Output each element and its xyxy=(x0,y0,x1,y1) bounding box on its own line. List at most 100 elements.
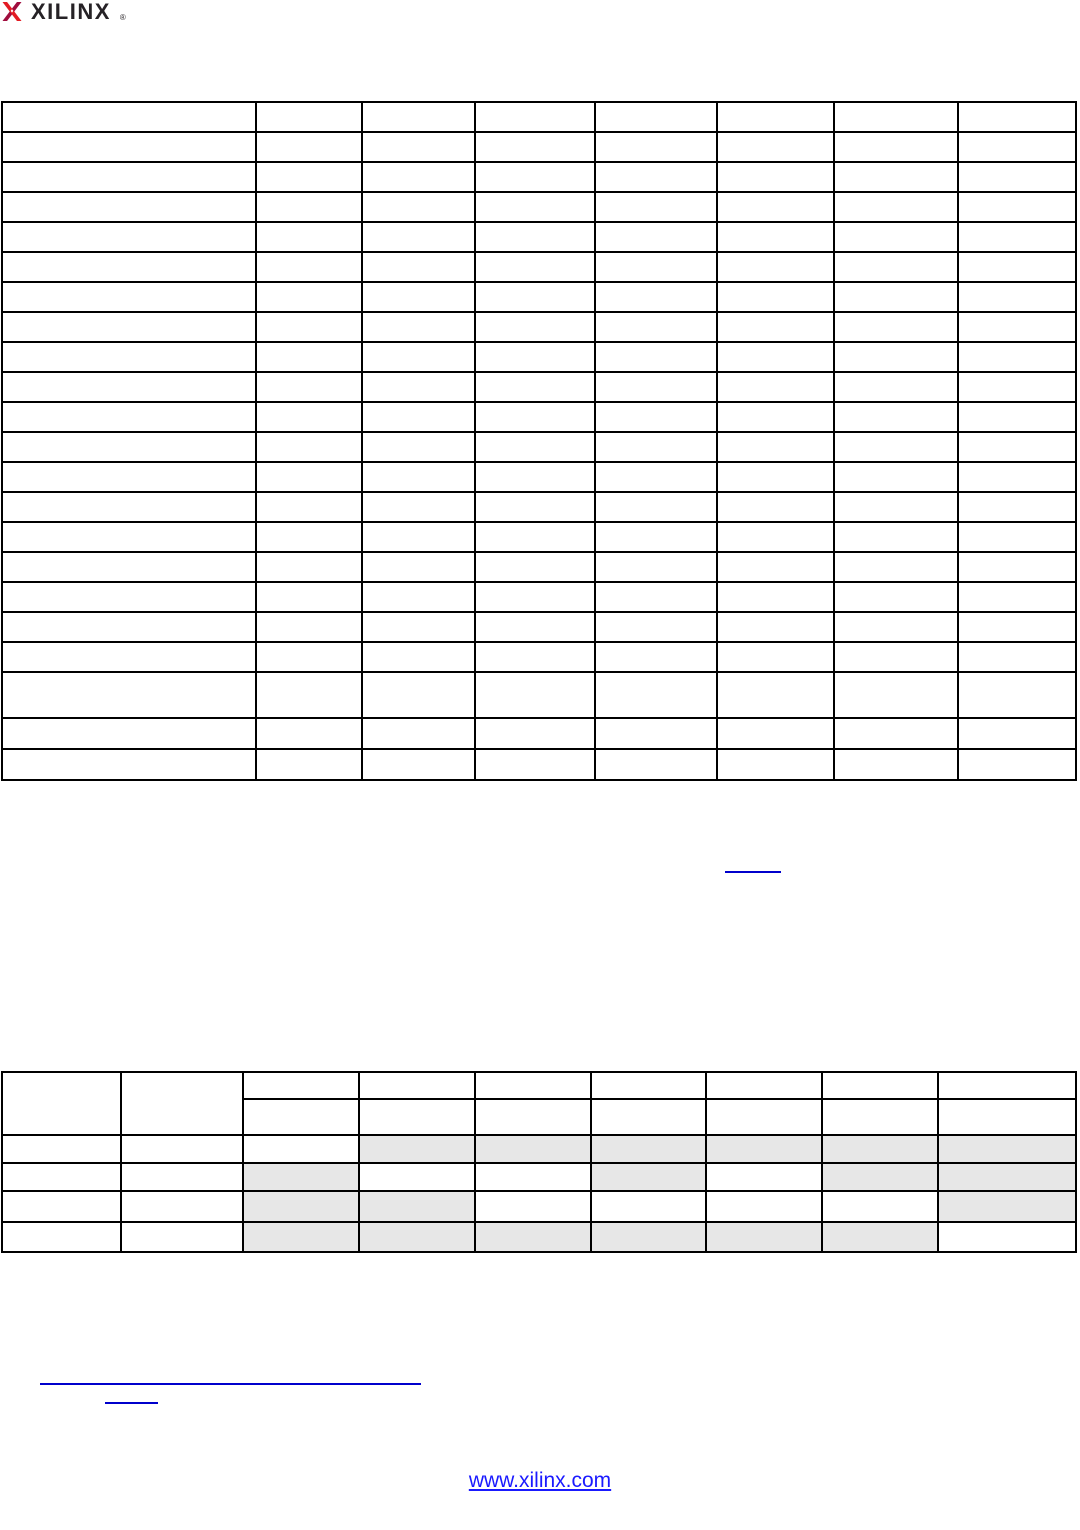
table1-cell xyxy=(474,311,596,343)
table1-cell xyxy=(255,611,363,643)
table1-header-cell xyxy=(1,101,257,133)
table1-cell xyxy=(474,461,596,493)
table1-cell xyxy=(716,748,835,781)
table1-row xyxy=(1,311,1077,343)
table1-cell xyxy=(474,641,596,673)
table1-cell xyxy=(594,311,718,343)
table1-cell xyxy=(833,671,959,719)
table2-cell xyxy=(120,1190,244,1223)
table1-cell xyxy=(957,581,1077,613)
footer-website-link[interactable]: www.xilinx.com xyxy=(468,1469,612,1492)
table1-cell xyxy=(957,281,1077,313)
table2-header-cell xyxy=(705,1071,823,1100)
table1-cell xyxy=(474,251,596,283)
table1-cell xyxy=(1,717,257,750)
table1-cell xyxy=(1,221,257,253)
table2-cell xyxy=(1,1221,122,1253)
table1-cell xyxy=(716,551,835,583)
table1-row xyxy=(1,717,1077,750)
table2-cell xyxy=(937,1190,1077,1223)
table1-cell xyxy=(361,748,476,781)
table2-cell xyxy=(474,1221,592,1253)
table1-cell xyxy=(1,521,257,553)
table1-cell xyxy=(716,671,835,719)
table1-cell xyxy=(1,251,257,283)
table1-cell xyxy=(957,671,1077,719)
table1-cell xyxy=(1,491,257,523)
table1-cell xyxy=(594,748,718,781)
table1-cell xyxy=(474,551,596,583)
table1-cell xyxy=(255,641,363,673)
table2-cell xyxy=(474,1190,592,1223)
table1-header-row xyxy=(1,101,1077,133)
table2-cell xyxy=(242,1190,360,1223)
table2-header-cell xyxy=(242,1071,360,1100)
table1-cell xyxy=(255,521,363,553)
xilinx-logo: XILINX ® xyxy=(2,0,126,24)
table2-header-cell xyxy=(474,1071,592,1100)
table1-cell xyxy=(474,191,596,223)
table1-cell xyxy=(594,581,718,613)
table1-cell xyxy=(361,401,476,433)
table2-cell xyxy=(120,1221,244,1253)
table1-cell xyxy=(474,371,596,403)
table1-cell xyxy=(361,491,476,523)
table2-header-row-2 xyxy=(2,1098,1077,1136)
table1-cell xyxy=(361,131,476,163)
table2-cell xyxy=(821,1221,939,1253)
table1-cell xyxy=(716,581,835,613)
table1-header-cell xyxy=(594,101,718,133)
table1-cell xyxy=(594,551,718,583)
table1-cell xyxy=(474,161,596,193)
table1-cell xyxy=(361,611,476,643)
table1-cell xyxy=(474,581,596,613)
page-footer: www.xilinx.com xyxy=(0,1469,1080,1493)
table1-header-cell xyxy=(716,101,835,133)
table1-cell xyxy=(255,161,363,193)
table1-cell xyxy=(255,671,363,719)
table1-cell xyxy=(255,748,363,781)
table1-cell xyxy=(594,281,718,313)
table2-header-cell xyxy=(821,1071,939,1100)
table1-cell xyxy=(957,221,1077,253)
table1-cell xyxy=(474,341,596,373)
body-inline-link-underline[interactable] xyxy=(725,871,781,873)
table1-cell xyxy=(716,461,835,493)
table2-row xyxy=(1,1134,1077,1164)
table1-cell xyxy=(594,131,718,163)
table2-subheader-cell xyxy=(474,1098,592,1136)
table2-subheader-cell xyxy=(937,1098,1077,1136)
table1-row xyxy=(1,251,1077,283)
table1-cell xyxy=(594,717,718,750)
table1-cell xyxy=(474,611,596,643)
note-long-link-underline[interactable] xyxy=(40,1383,421,1385)
table2-cell xyxy=(937,1221,1077,1253)
table2-cell xyxy=(474,1162,592,1192)
table2-cell xyxy=(358,1162,476,1192)
note-inline-link-underline[interactable] xyxy=(105,1402,158,1404)
table1-cell xyxy=(255,371,363,403)
xilinx-logo-text: XILINX xyxy=(31,0,111,24)
table1-cell xyxy=(255,431,363,463)
table2-header-cell xyxy=(937,1071,1077,1100)
table1-cell xyxy=(361,281,476,313)
table1-cell xyxy=(594,641,718,673)
table1-cell xyxy=(474,131,596,163)
table2-header-cell xyxy=(1,1071,122,1136)
table1-cell xyxy=(1,161,257,193)
table1-row xyxy=(1,581,1077,613)
table1-cell xyxy=(474,491,596,523)
table1-cell xyxy=(833,221,959,253)
table1-cell xyxy=(255,461,363,493)
table1-cell xyxy=(361,717,476,750)
table1-cell xyxy=(255,191,363,223)
table1-cell xyxy=(716,641,835,673)
table2-cell xyxy=(590,1134,707,1164)
table1-cell xyxy=(1,611,257,643)
table1-cell xyxy=(716,611,835,643)
table1-cell xyxy=(716,717,835,750)
table2-cell xyxy=(358,1134,476,1164)
table1-cell xyxy=(716,251,835,283)
table1-header-cell xyxy=(833,101,959,133)
table1-row xyxy=(1,221,1077,253)
